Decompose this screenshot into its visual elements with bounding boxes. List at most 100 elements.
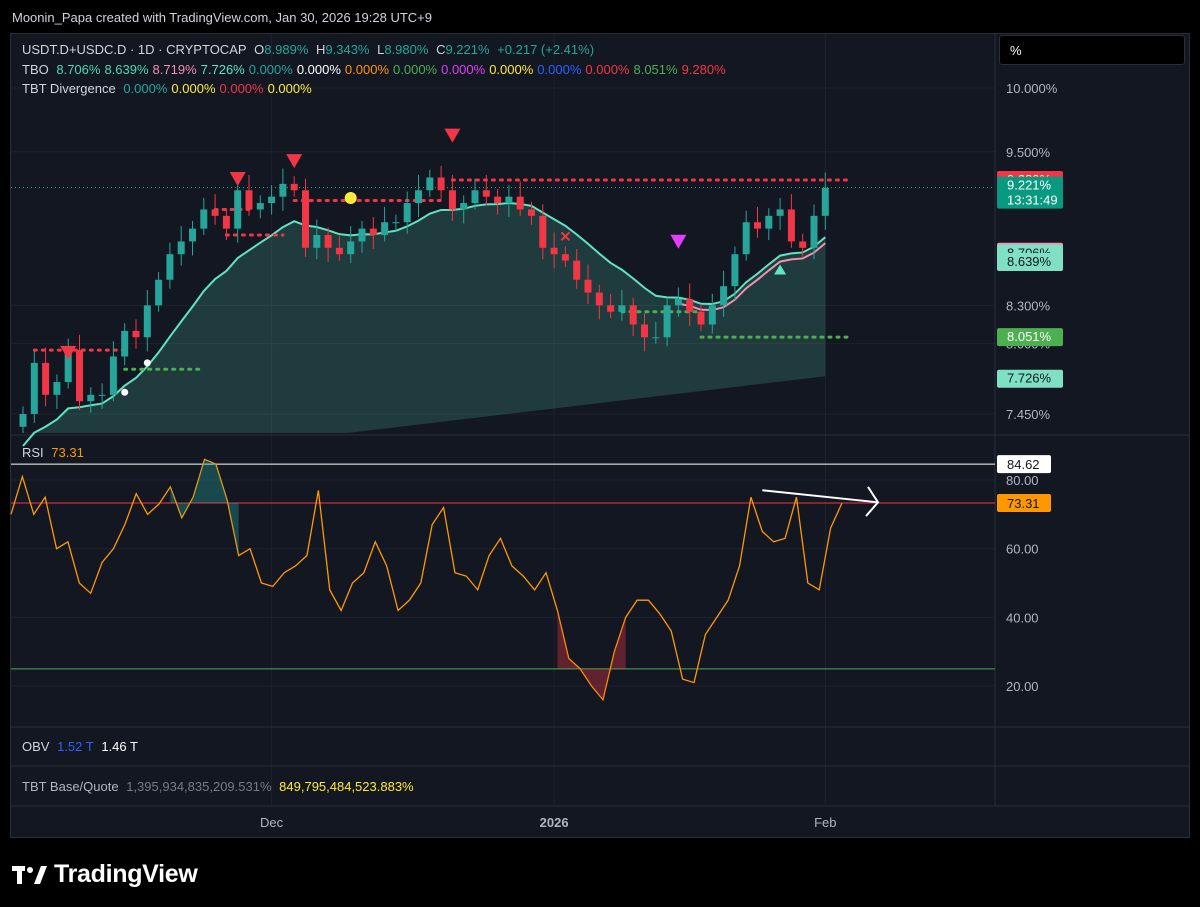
candle-body bbox=[471, 190, 479, 204]
time-tick-label: 2026 bbox=[540, 815, 569, 830]
snapshot-credit: Moonin_Papa created with TradingView.com… bbox=[12, 10, 432, 25]
candle-body bbox=[155, 279, 163, 306]
rsi-label: RSI bbox=[22, 445, 44, 460]
top-bar: Moonin_Papa created with TradingView.com… bbox=[0, 0, 1200, 34]
tbo-pink-line bbox=[678, 242, 826, 312]
candle-body bbox=[64, 350, 72, 383]
tbo-value: 0.000% bbox=[537, 62, 582, 77]
tbt-divergence-legend[interactable]: TBT Divergence 0.000% 0.000% 0.000% 0.000% bbox=[22, 81, 316, 96]
candle-body bbox=[674, 298, 682, 306]
candle-body bbox=[641, 324, 648, 338]
close-value: 9.221% bbox=[445, 42, 490, 57]
time-tick-label: Feb bbox=[814, 815, 836, 830]
candle-body bbox=[109, 356, 117, 395]
price-unit-box[interactable]: % bbox=[999, 35, 1185, 65]
candle-body bbox=[335, 247, 343, 255]
tbo-value: 8.719% bbox=[152, 62, 197, 77]
low-value: 8.980% bbox=[384, 42, 429, 57]
tbo-value: 0.000% bbox=[489, 62, 534, 77]
candle-body bbox=[799, 241, 807, 248]
open-value: 8.989% bbox=[264, 42, 309, 57]
high-label: H bbox=[316, 42, 326, 57]
candle-body bbox=[448, 190, 456, 210]
tbo-value: 8.639% bbox=[104, 62, 149, 77]
white-signal-dot bbox=[121, 388, 129, 396]
candle-body bbox=[30, 362, 38, 414]
candle-body bbox=[561, 254, 569, 261]
tradingview-logo-icon bbox=[12, 865, 47, 884]
tradingview-logo: TradingView bbox=[12, 860, 198, 889]
candle-body bbox=[324, 235, 332, 248]
tbo-value: 0.000% bbox=[344, 62, 390, 77]
candle-body bbox=[550, 247, 558, 255]
candle-body bbox=[437, 177, 445, 191]
candle-body bbox=[200, 209, 208, 229]
candle-body bbox=[76, 350, 83, 402]
candle-body bbox=[516, 196, 524, 210]
rsi-line bbox=[10, 458, 843, 702]
candle-body bbox=[505, 196, 513, 204]
candle-body bbox=[234, 190, 242, 229]
tbt-divergence-value: 0.000% bbox=[267, 81, 312, 96]
tbt-divergence-value: 0.000% bbox=[123, 81, 168, 96]
symbol-legend[interactable]: USDT.D+USDC.D · 1D · CRYPTOCAP O8.989% H… bbox=[22, 42, 598, 57]
tbo-value: 0.000% bbox=[296, 62, 341, 77]
price-badge-label: 9.221% bbox=[1007, 178, 1052, 193]
candle-body bbox=[720, 286, 728, 306]
time-tick-label: Dec bbox=[260, 815, 284, 830]
tbt-base-quote-legend[interactable]: TBT Base/Quote 1,395,934,835,209.531% 84… bbox=[22, 779, 418, 794]
rsi-badge bbox=[997, 493, 1051, 512]
candle-body bbox=[697, 311, 705, 325]
candle-body bbox=[629, 305, 637, 325]
tbt-base-value: 1,395,934,835,209.531% bbox=[126, 779, 272, 794]
tbt-base-quote-label: TBT Base/Quote bbox=[22, 779, 119, 794]
tbo-value: 9.280% bbox=[681, 62, 726, 77]
candle-body bbox=[765, 215, 773, 229]
candle-body bbox=[121, 330, 129, 357]
sell-signal-marker bbox=[286, 154, 303, 169]
price-badge bbox=[997, 252, 1063, 271]
price-tick-label: 7.450% bbox=[1006, 407, 1051, 422]
candle-body bbox=[482, 190, 490, 197]
price-badge-label: 8.051% bbox=[1007, 329, 1052, 344]
sell-signal-marker bbox=[444, 128, 461, 143]
candle-body bbox=[528, 209, 535, 216]
tbo-value: 7.726% bbox=[200, 62, 245, 77]
candle-body bbox=[369, 228, 377, 236]
rsi-overbought-fill bbox=[170, 459, 239, 556]
rsi-badge bbox=[997, 455, 1051, 474]
tbt-divergence-value: 0.000% bbox=[219, 81, 264, 96]
yellow-signal-marker bbox=[344, 191, 357, 204]
price-badge bbox=[997, 176, 1063, 209]
candle-body bbox=[595, 292, 603, 306]
candle-body bbox=[53, 382, 61, 395]
divergence-arrow bbox=[762, 486, 880, 517]
price-tick-label: 10.000% bbox=[1006, 81, 1058, 96]
rsi-tick-label: 20.00 bbox=[1006, 679, 1039, 694]
sell-signal-marker bbox=[60, 345, 77, 360]
tbo-value: 8.051% bbox=[633, 62, 678, 77]
candle-body bbox=[358, 228, 366, 242]
open-label: O bbox=[254, 42, 265, 57]
low-label: L bbox=[377, 42, 385, 57]
candle-body bbox=[381, 222, 389, 236]
candle-body bbox=[742, 222, 750, 255]
tbo-value: 8.706% bbox=[56, 62, 101, 77]
candle-body bbox=[415, 190, 422, 204]
tbo-legend[interactable]: TBO 8.706% 8.639% 8.719% 7.726% 0.000% 0.000%… bbox=[22, 62, 730, 77]
candle-body bbox=[132, 330, 140, 338]
candle-body bbox=[268, 196, 276, 204]
candle-body bbox=[189, 228, 196, 242]
candle-body bbox=[392, 222, 400, 224]
price-badge-countdown: 13:31:49 bbox=[1007, 193, 1058, 208]
candle-body bbox=[663, 305, 671, 338]
price-tick-label: 8.300% bbox=[1006, 298, 1051, 313]
candle-body bbox=[821, 187, 829, 216]
obv-legend[interactable]: OBV 1.52 T 1.46 T bbox=[22, 739, 142, 754]
rsi-tick-label: 80.00 bbox=[1006, 473, 1039, 488]
candle-body bbox=[686, 298, 694, 312]
rsi-legend[interactable]: RSI 73.31 bbox=[22, 445, 88, 460]
candle-body bbox=[810, 215, 818, 248]
rsi-oversold-fill bbox=[557, 610, 626, 700]
